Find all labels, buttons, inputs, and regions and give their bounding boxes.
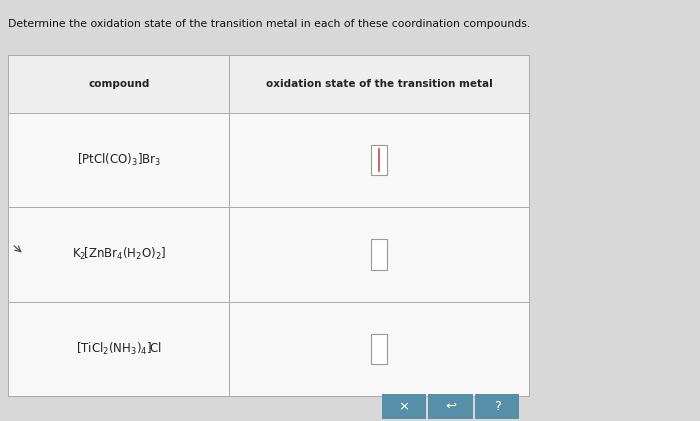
Text: ?: ? [494, 400, 500, 413]
Bar [428, 394, 472, 419]
Text: compound: compound [88, 79, 150, 89]
Text: $\mathrm{K_2}\!\left[\mathrm{ZnBr_4(H_2O)_2}\right]$: $\mathrm{K_2}\!\left[\mathrm{ZnBr_4(H_2O… [71, 246, 166, 262]
Text: Determine the oxidation state of the transition metal in each of these coordinat: Determine the oxidation state of the tra… [8, 19, 531, 29]
Bar [475, 394, 519, 419]
Bar [8, 55, 528, 113]
Bar [371, 334, 386, 364]
Bar [8, 55, 528, 396]
Bar [371, 145, 386, 175]
Text: oxidation state of the transition metal: oxidation state of the transition metal [265, 79, 492, 89]
Text: $\left[\mathrm{TiCl_2(NH_3)_4}\right]\!\mathrm{Cl}$: $\left[\mathrm{TiCl_2(NH_3)_4}\right]\!\… [76, 341, 162, 357]
Bar [382, 394, 426, 419]
Text: ↩: ↩ [445, 400, 456, 413]
Text: ×: × [398, 400, 409, 413]
Bar [371, 239, 386, 269]
Text: $\left[\mathrm{PtCl(CO)_3}\right]\mathrm{Br_3}$: $\left[\mathrm{PtCl(CO)_3}\right]\mathrm… [77, 152, 161, 168]
